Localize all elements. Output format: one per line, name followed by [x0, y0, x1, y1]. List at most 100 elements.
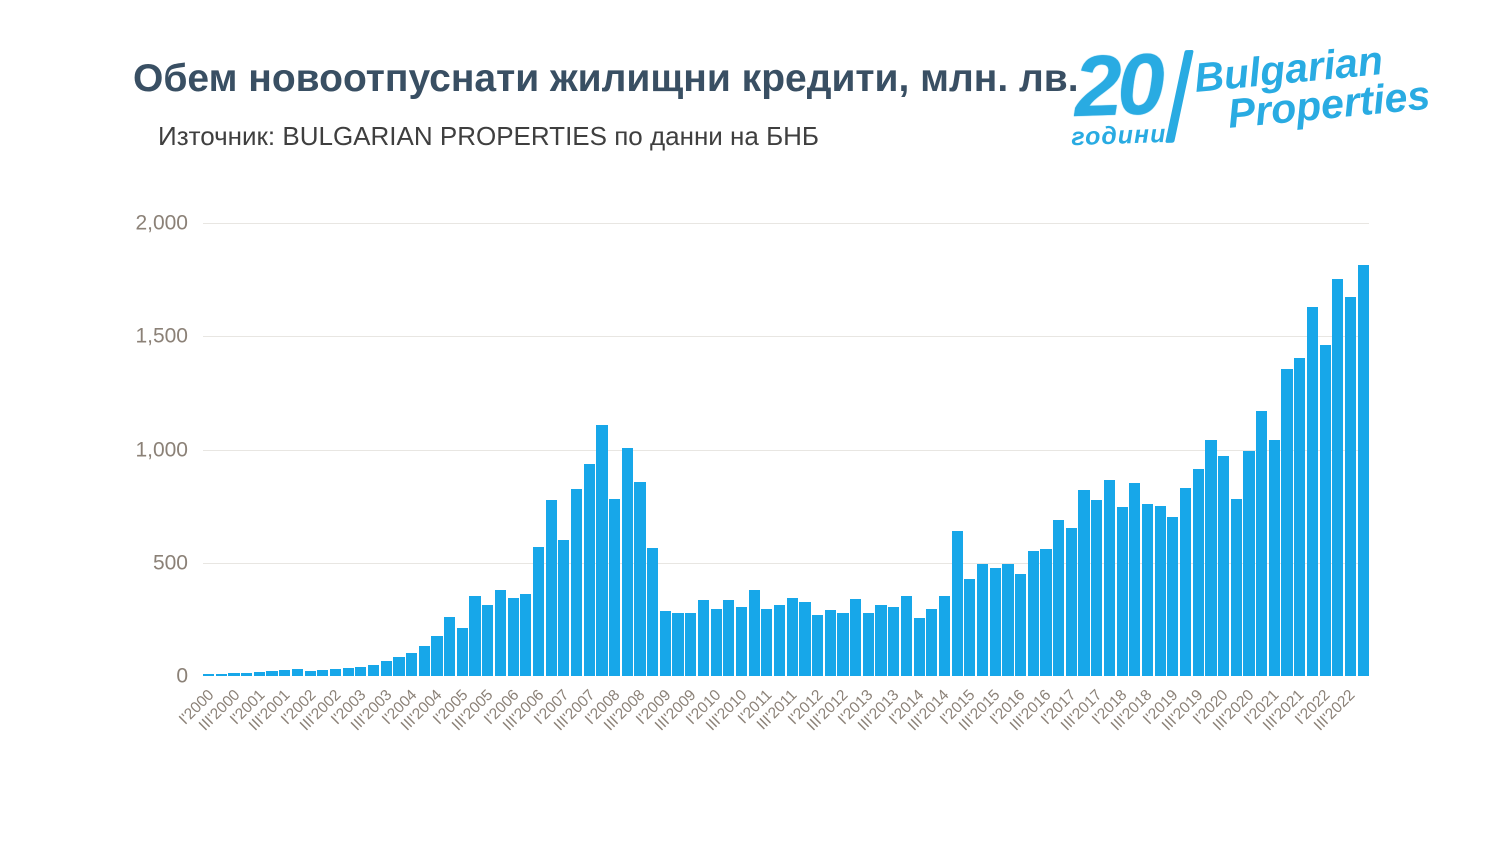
bar-IV'2021: [1306, 306, 1318, 676]
bar-IV'2010: [748, 590, 760, 676]
bar-III'2002: [329, 669, 342, 676]
bar-I'2009: [659, 611, 671, 676]
bar-IV'2006: [545, 500, 557, 676]
bar-I'2018: [1116, 507, 1128, 676]
bar-III'2022: [1344, 296, 1357, 676]
bar-II'2014: [926, 609, 938, 676]
bar-I'2016: [1015, 573, 1027, 676]
bar-IV'2012: [850, 599, 862, 676]
bar-I'2013: [862, 613, 874, 676]
bar-II'2001: [266, 671, 278, 676]
bar-II'2020: [1230, 498, 1242, 676]
bar-IV'2005: [494, 589, 506, 676]
bar-II'2019: [1179, 488, 1192, 676]
bar-I'2021: [1268, 440, 1280, 676]
bar-IV'2009: [697, 600, 709, 676]
bar-IV'2014: [951, 531, 963, 676]
bar-II'2007: [570, 489, 583, 676]
bar-III'2021: [1294, 357, 1306, 676]
bar-I'2004: [406, 653, 418, 676]
logo-slash-divider: [1165, 49, 1194, 143]
bar-IV'2018: [1154, 506, 1166, 676]
bar-III'2010: [735, 606, 748, 676]
y-tick-label: 0: [176, 664, 188, 688]
y-tick-label: 500: [152, 551, 188, 575]
bar-III'2019: [1192, 469, 1204, 676]
bar-IV'2019: [1205, 440, 1217, 676]
bar-II'2017: [1078, 490, 1090, 676]
bar-II'2004: [418, 645, 430, 676]
bar-IV'2001: [291, 669, 303, 676]
bar-III'2018: [1141, 503, 1154, 676]
bar-II'2002: [317, 670, 329, 676]
bar-III'2006: [532, 546, 545, 676]
bar-I'2010: [710, 609, 722, 676]
bar-IV'2008: [647, 548, 659, 676]
bar-IV'2002: [342, 668, 354, 676]
bar-III'2009: [685, 613, 697, 676]
bar-II'2009: [672, 613, 684, 676]
bar-III'2007: [583, 464, 595, 676]
bar-IV'2022: [1357, 264, 1369, 676]
bar-III'2017: [1091, 500, 1103, 676]
bar-I'2015: [964, 578, 976, 676]
bar-IV'2011: [799, 602, 811, 676]
bar-series: [203, 223, 1369, 676]
bar-I'2017: [1065, 527, 1077, 676]
logo-anniversary-word: години: [1070, 119, 1167, 151]
bar-III'2001: [279, 669, 291, 676]
bar-IV'2000: [241, 672, 253, 676]
bar-II'2015: [976, 563, 989, 676]
bar-II'2008: [621, 448, 633, 676]
bar-III'2011: [786, 597, 798, 676]
bar-I'2019: [1167, 517, 1179, 676]
chart-source-line: Източник: BULGARIAN PROPERTIES по данни …: [158, 121, 819, 151]
bar-IV'2017: [1103, 480, 1115, 676]
bar-I'2006: [507, 597, 519, 676]
bar-III'2014: [938, 595, 951, 676]
bulgarian-properties-logo: 20 години Bulgarian Properties: [1068, 36, 1432, 152]
bar-I'2020: [1218, 455, 1230, 676]
bar-I'2012: [812, 614, 824, 676]
logo-brand-name: Bulgarian Properties: [1192, 37, 1432, 137]
bar-II'2013: [875, 605, 887, 676]
logo-anniversary-block: 20 години: [1068, 36, 1167, 152]
bar-II'2018: [1129, 483, 1141, 676]
bar-I'2005: [456, 628, 468, 676]
bar-II'2016: [1027, 550, 1039, 676]
bar-III'2003: [380, 661, 392, 676]
bar-III'2000: [228, 673, 240, 676]
gridline-1000: [203, 449, 1369, 451]
bar-III'2008: [634, 482, 646, 676]
gridline-2000: [203, 223, 1369, 224]
bar-III'2004: [431, 636, 443, 676]
bar-IV'2020: [1256, 411, 1268, 676]
bar-I'2014: [913, 618, 925, 676]
bar-I'2008: [609, 499, 621, 676]
bar-I'2011: [761, 609, 773, 676]
bar-III'2005: [482, 604, 494, 676]
x-axis-labels: I'2000 III'2000 I'2001 III'2001 I'2002 III'20…: [176, 683, 1369, 773]
y-tick-label: 2,000: [135, 211, 188, 235]
bar-IV'2007: [596, 424, 608, 676]
gridline-1500: [203, 336, 1369, 338]
bar-IV'2004: [444, 617, 456, 676]
bar-IV'2016: [1053, 519, 1065, 676]
bar-I'2001: [253, 672, 265, 676]
bar-III'2016: [1040, 549, 1052, 676]
bar-II'2011: [773, 604, 786, 676]
bar-II'2003: [367, 664, 380, 676]
bar-I'2003: [355, 666, 367, 676]
bar-I'2022: [1319, 345, 1331, 676]
chart-title: Обем новоотпуснати жилищни кредити, млн.…: [133, 57, 1079, 100]
bar-II'2000: [215, 673, 227, 676]
bar-I'2000: [203, 674, 215, 676]
bar-II'2022: [1332, 278, 1344, 676]
bar-II'2012: [824, 610, 836, 676]
bar-III'2013: [888, 607, 900, 676]
y-tick-label: 1,500: [135, 324, 188, 348]
gridline-500: [203, 562, 1369, 564]
logo-anniversary-number: 20: [1072, 36, 1162, 136]
bar-IV'2003: [393, 656, 405, 676]
